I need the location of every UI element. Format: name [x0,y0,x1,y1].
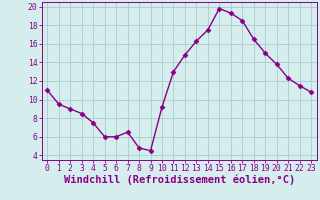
X-axis label: Windchill (Refroidissement éolien,°C): Windchill (Refroidissement éolien,°C) [64,175,295,185]
